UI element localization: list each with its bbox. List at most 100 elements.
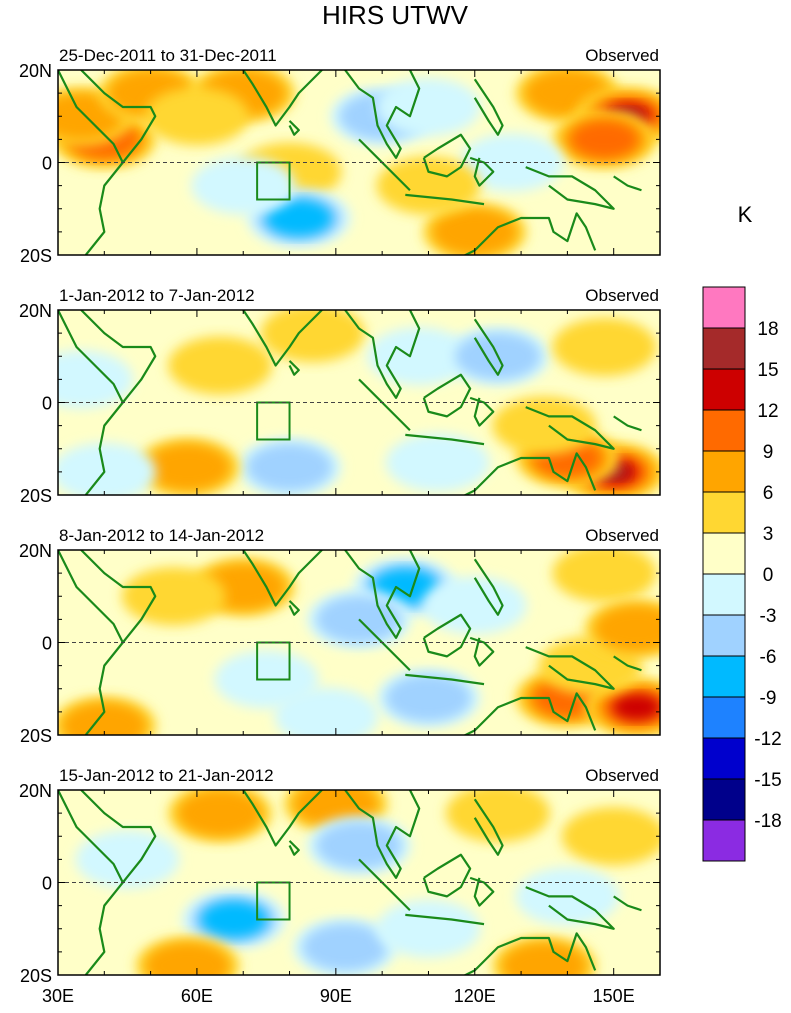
coastline: [463, 932, 597, 975]
anomaly-contour: [58, 350, 134, 409]
anomaly-contour: [367, 327, 472, 386]
anomaly-contour: [302, 923, 388, 971]
x-axis: 30E 60E 90E 120E 150E: [42, 986, 635, 1006]
coastline: [463, 212, 597, 255]
target-box: [256, 881, 291, 921]
figure-title: HIRS UTWV: [322, 0, 469, 30]
coastlines: [58, 310, 642, 495]
coastline: [288, 120, 300, 136]
coastline: [613, 655, 642, 672]
coastline: [525, 886, 615, 930]
anomaly-field: [58, 310, 660, 495]
anomaly-contour: [385, 433, 490, 492]
colorbar-swatch: [702, 368, 746, 411]
coastline: [344, 310, 421, 399]
colorbar-swatch: [702, 737, 746, 780]
anomaly-contour: [121, 567, 226, 626]
coastline: [613, 895, 642, 912]
coastline: [473, 318, 504, 376]
anomaly-contour: [376, 156, 481, 215]
colorbar-label: 15: [757, 360, 778, 381]
anomaly-contour: [177, 790, 263, 837]
map-panel: 20N 0 20S 15-Jan-2012 to 21-Jan-2012 Observe…: [19, 766, 661, 986]
anomaly-contour: [144, 942, 231, 975]
colorbar-label: 0: [763, 565, 774, 586]
colorbar-label: -18: [754, 811, 781, 832]
colorbar: 18 15 12 9 6 3 0 -3 -6 -9 -12 -15 -18: [702, 286, 782, 862]
coastline: [80, 70, 157, 164]
anomaly-contour: [58, 442, 157, 495]
coastline: [288, 360, 300, 376]
coastline: [473, 558, 504, 616]
anomaly-contour: [376, 899, 481, 958]
coastline: [344, 790, 421, 879]
coastline: [358, 138, 411, 192]
anomaly-field: [75, 790, 660, 975]
coastline: [473, 78, 504, 136]
target-box: [256, 161, 291, 201]
coastline: [613, 175, 642, 192]
colorbar-label: 3: [763, 524, 774, 545]
colorbar-swatch: [702, 696, 746, 739]
coastline: [80, 310, 157, 404]
coastline: [525, 646, 615, 690]
panel-period-label: 8-Jan-2012 to 14-Jan-2012: [59, 526, 264, 545]
panel-observed-label: Observed: [585, 286, 659, 305]
anomaly-contour: [75, 830, 180, 889]
anomaly-contour: [385, 674, 472, 722]
anomaly-contour: [492, 396, 597, 455]
coastline: [405, 913, 485, 926]
anomaly-contour: [316, 821, 402, 870]
coastline: [613, 415, 642, 432]
anomaly-contour: [594, 604, 660, 653]
coastline: [469, 636, 495, 667]
anomaly-field: [58, 70, 660, 255]
y-tick-label: 20N: [19, 781, 52, 801]
coastline: [405, 193, 485, 206]
colorbar-swatch: [702, 573, 746, 616]
colorbar-unit-label: K: [738, 202, 753, 227]
coastline: [469, 876, 495, 907]
coastline: [422, 853, 472, 898]
map-panel: 20N 0 20S 25-Dec-2011 to 31-Dec-2011 Observe…: [19, 46, 661, 266]
anomaly-contour: [459, 133, 564, 192]
coastline: [469, 396, 495, 427]
colorbar-label: 12: [757, 401, 778, 422]
coastline: [242, 550, 323, 607]
coastlines: [58, 550, 642, 735]
map-panel: 20N 0 20S 1-Jan-2012 to 7-Jan-2012 Observed: [19, 286, 661, 506]
colorbar-swatch: [702, 450, 746, 493]
anomaly-contour: [265, 199, 333, 237]
panel-observed-label: Observed: [585, 46, 659, 65]
colorbar-label: 6: [763, 483, 774, 504]
colorbar-label: -12: [754, 729, 781, 750]
colorbar-swatch: [702, 532, 746, 575]
coastline: [80, 790, 157, 884]
x-tick-label: 60E: [181, 986, 213, 1006]
panel-observed-label: Observed: [585, 766, 659, 785]
y-tick-label: 20S: [20, 966, 52, 986]
colorbar-swatch: [702, 491, 746, 534]
x-tick-label: 30E: [42, 986, 74, 1006]
y-tick-label: 20S: [20, 726, 52, 746]
anomaly-contour: [144, 443, 231, 491]
anomaly-contour: [445, 790, 550, 843]
coastline: [288, 600, 300, 616]
y-tick-label: 20N: [19, 61, 52, 81]
coastline: [80, 550, 157, 644]
y-tick-label: 20N: [19, 301, 52, 321]
coastline: [242, 310, 323, 367]
coastline: [358, 378, 411, 432]
colorbar-swatch: [702, 286, 746, 329]
colorbar-swatch: [702, 819, 746, 862]
colorbar-label: -3: [760, 606, 777, 627]
colorbar-label: -15: [754, 770, 781, 791]
coastline: [469, 156, 495, 187]
anomaly-contour: [570, 120, 638, 158]
coastline: [288, 840, 300, 856]
map-panels: 20N 0 20S 25-Dec-2011 to 31-Dec-2011 Observe…: [19, 46, 661, 986]
panel-period-label: 15-Jan-2012 to 21-Jan-2012: [59, 766, 274, 785]
coastline: [405, 433, 485, 446]
coastline: [344, 70, 421, 159]
coastline: [422, 613, 472, 658]
